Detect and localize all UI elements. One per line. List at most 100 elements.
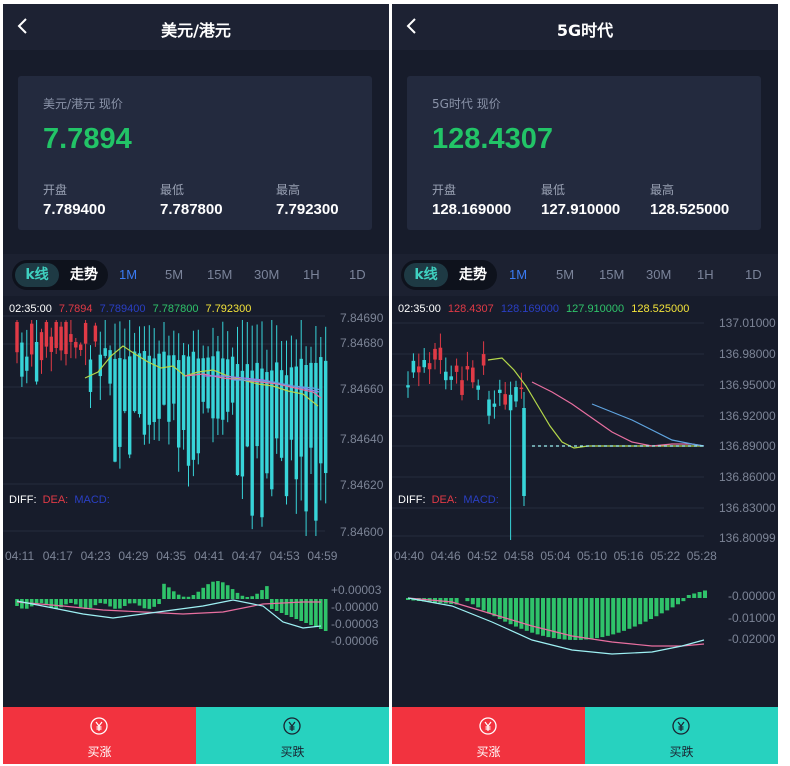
- x-tick-label: 04:17: [43, 549, 73, 563]
- period-1m[interactable]: 1M: [119, 267, 138, 282]
- macd-bar: [127, 599, 132, 604]
- ma-line: [203, 375, 320, 393]
- period-30m[interactable]: 30M: [646, 267, 672, 282]
- period-5m[interactable]: 5M: [165, 267, 184, 282]
- period-5m[interactable]: 5M: [556, 267, 575, 282]
- legend-value-4: 7.792300: [205, 303, 252, 315]
- period-1h[interactable]: 1H: [697, 267, 714, 282]
- macd-bar: [235, 592, 240, 599]
- macd-bar: [304, 599, 308, 623]
- macd-bar: [20, 599, 24, 609]
- yen-up-icon: [90, 717, 108, 735]
- macd-bar: [584, 598, 589, 640]
- buy-down-button[interactable]: 买跌: [196, 707, 389, 764]
- candle-body: [49, 336, 53, 352]
- macd-bar: [692, 593, 697, 598]
- macd-bar: [508, 598, 513, 625]
- yen-down-icon: [672, 717, 690, 735]
- macd-bar: [191, 595, 196, 599]
- y-tick-label: 136.86000: [719, 470, 776, 484]
- macd-tick-label: -0.00000: [728, 589, 776, 603]
- macd-bar: [98, 599, 103, 604]
- x-tick-label: 04:23: [81, 549, 111, 563]
- candle-body: [522, 408, 526, 496]
- right-panel: 5G时代 5G时代 现价 128.4307 开盘 最低 最高 128.16900…: [392, 4, 778, 764]
- candle-body: [44, 322, 49, 347]
- period-1h[interactable]: 1H: [303, 267, 320, 282]
- tab-trend[interactable]: 走势: [70, 267, 98, 283]
- x-tick-label: 04:52: [467, 549, 497, 563]
- candle-body: [498, 389, 502, 393]
- macd-bar: [314, 599, 318, 627]
- ma-line: [591, 403, 705, 447]
- candle-body: [514, 387, 518, 402]
- buy-down-button[interactable]: 买跌: [585, 707, 778, 764]
- back-arrow-icon[interactable]: [402, 15, 422, 37]
- current-price-label: 5G时代 现价: [432, 97, 501, 111]
- ma-line: [233, 379, 322, 391]
- macd-bar: [443, 598, 448, 604]
- legend-time: 02:35:00: [398, 303, 441, 315]
- macd-bar: [578, 598, 583, 640]
- candle-body: [79, 344, 83, 351]
- y-tick-label: 7.84680: [340, 336, 384, 350]
- macd-bar: [697, 592, 702, 598]
- candle-body: [98, 354, 102, 377]
- period-15m[interactable]: 15M: [207, 267, 233, 282]
- period-1m[interactable]: 1M: [509, 267, 528, 282]
- legend-value-4: 128.525000: [631, 303, 690, 315]
- macd-bar: [123, 599, 127, 606]
- candle-body: [128, 356, 132, 455]
- high-value: 7.792300: [276, 201, 339, 218]
- diff-label: DIFF:: [398, 494, 426, 506]
- period-15m[interactable]: 15M: [599, 267, 625, 282]
- kline-chart[interactable]: 7.84690 7.84680 7.84660 7.84640 7.84620 7.846…: [3, 296, 389, 707]
- y-tick-label: 7.84640: [340, 432, 384, 446]
- macd-bar: [299, 599, 303, 621]
- x-tick-label: 05:10: [577, 549, 607, 563]
- page-title: 美元/港元: [161, 21, 231, 40]
- macd-bar: [541, 598, 545, 636]
- macd-legend: DIFF: DEA: MACD:: [9, 494, 110, 506]
- tab-kline[interactable]: k线: [15, 263, 59, 287]
- period-1d[interactable]: 1D: [745, 267, 762, 282]
- macd-bar: [627, 598, 632, 629]
- candle-body: [235, 364, 240, 476]
- macd-bar: [113, 599, 117, 609]
- header: 美元/港元: [3, 4, 389, 50]
- tab-kline[interactable]: k线: [404, 263, 448, 287]
- macd-bar: [551, 598, 556, 639]
- macd-tick-label: -0.02000: [728, 632, 776, 646]
- macd-bar: [492, 598, 497, 617]
- macd-bar: [211, 581, 215, 599]
- macd-bar: [670, 598, 675, 608]
- open-value: 128.169000: [432, 201, 512, 218]
- macd-bar: [600, 598, 605, 638]
- period-30m[interactable]: 30M: [254, 267, 280, 282]
- macd-bar: [196, 591, 201, 599]
- macd-bar: [132, 599, 137, 604]
- y-tick-label: 136.95000: [719, 378, 776, 392]
- candle-body: [476, 385, 480, 390]
- macd-bar: [93, 599, 98, 606]
- current-price: 128.4307: [432, 123, 553, 155]
- candle-body: [406, 385, 410, 388]
- y-tick-label: 7.84620: [340, 478, 384, 492]
- macd-bar: [589, 598, 594, 639]
- buy-up-button[interactable]: 买涨: [392, 707, 585, 764]
- kline-chart[interactable]: 137.01000 136.98000 136.95000 136.92000 136.…: [392, 296, 778, 707]
- back-arrow-icon[interactable]: [13, 15, 33, 37]
- period-1d[interactable]: 1D: [349, 267, 366, 282]
- x-tick-label: 05:04: [540, 549, 570, 563]
- macd-bar: [568, 598, 572, 640]
- macd-bar: [470, 598, 475, 605]
- open-label: 开盘: [432, 183, 457, 197]
- candle-body: [152, 358, 156, 423]
- macd-bar: [44, 599, 49, 606]
- tab-trend[interactable]: 走势: [459, 267, 487, 283]
- y-tick-label: 7.84600: [340, 525, 384, 539]
- yen-up-icon: [479, 717, 497, 735]
- macd-bar: [309, 599, 313, 625]
- candle-body: [422, 360, 426, 368]
- buy-up-button[interactable]: 买涨: [3, 707, 196, 764]
